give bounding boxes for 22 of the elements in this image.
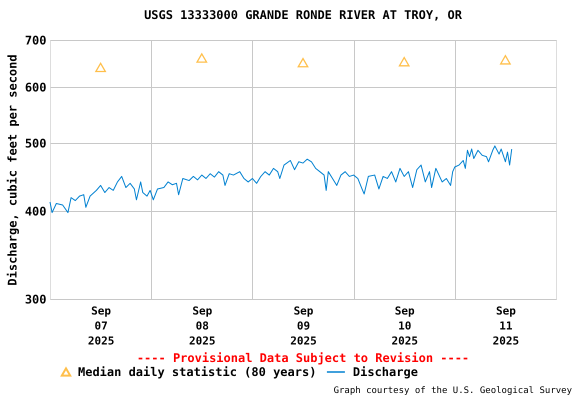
point [196, 53, 208, 63]
x-tick-label: Sep 11 2025 [492, 304, 520, 348]
point [500, 55, 511, 65]
y-tick-label: 600 [24, 80, 46, 95]
y-tick-label: 500 [24, 136, 46, 150]
y-axis-title: Discharge, cubic feet per second [6, 54, 20, 286]
legend-label: Discharge [352, 365, 418, 379]
x-tick-label: Sep 08 2025 [189, 304, 216, 348]
point [298, 58, 308, 68]
x-tick-label: Sep 07 2025 [88, 304, 114, 348]
x-tick-label: Sep 10 2025 [391, 304, 418, 348]
text: ---- Provisional Data Subject to Revision ---- [136, 351, 470, 365]
x-tick-label: Sep 09 2025 [290, 304, 317, 348]
y-tick-label: 700 [24, 34, 46, 48]
y-tick-label: 300 [24, 292, 46, 306]
point [95, 62, 106, 72]
point [398, 56, 410, 66]
legend-label: Median daily statistic (80 years) [78, 365, 316, 379]
y-tick-label: 400 [24, 204, 46, 219]
chart-title: USGS 13333000 GRANDE RONDE RIVER AT TROY, OR [144, 8, 463, 22]
line-series [50, 145, 512, 214]
text: Graph courtesy of the U.S. Geological Survey [334, 386, 573, 396]
